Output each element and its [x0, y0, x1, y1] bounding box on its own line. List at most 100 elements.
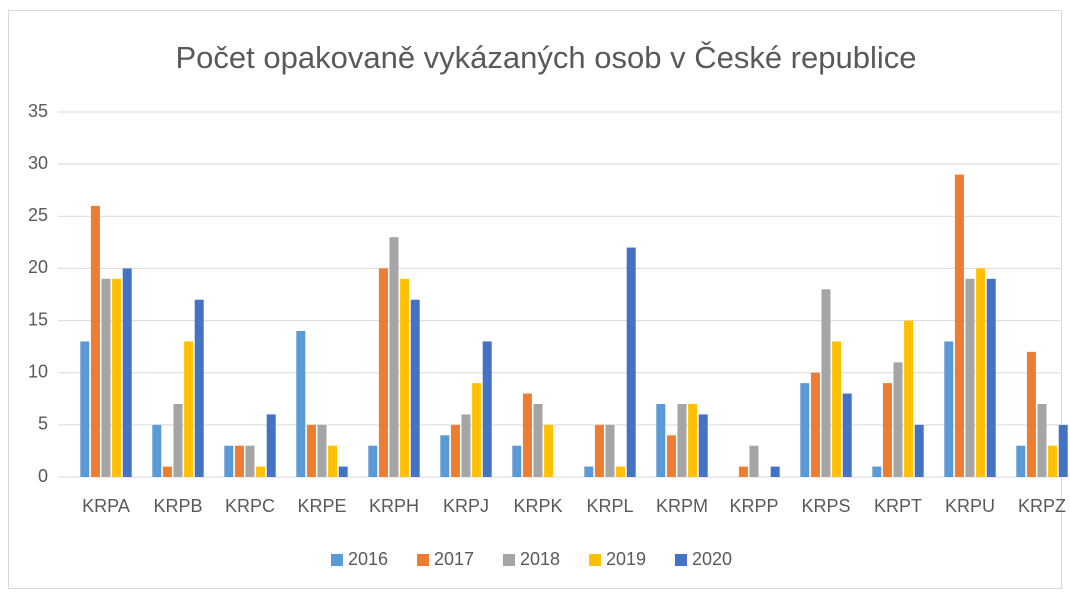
bar — [112, 278, 122, 477]
x-tick-label: KRPZ — [1018, 496, 1066, 516]
bar — [80, 341, 90, 477]
legend-label: 2016 — [348, 549, 388, 569]
bar — [378, 268, 388, 477]
x-tick-label: KRPL — [586, 496, 633, 516]
x-tick-label: KRPS — [801, 496, 850, 516]
y-tick-label: 10 — [28, 361, 48, 381]
legend-label: 2019 — [606, 549, 646, 569]
bar — [122, 268, 132, 477]
bar — [328, 445, 338, 477]
bar — [461, 414, 471, 477]
bar — [400, 278, 410, 477]
bar — [522, 393, 532, 477]
x-tick-label: KRPA — [82, 496, 130, 516]
legend-label: 2020 — [692, 549, 732, 569]
bar — [256, 466, 266, 477]
bar — [656, 404, 666, 477]
x-tick-label: KRPT — [874, 496, 922, 516]
bar — [594, 424, 604, 477]
bar — [1037, 404, 1047, 477]
bar — [810, 372, 820, 477]
x-tick-label: KRPP — [729, 496, 778, 516]
y-tick-label: 0 — [38, 466, 48, 486]
legend-swatch — [503, 554, 515, 566]
chart-frame — [8, 10, 1062, 589]
bar — [749, 445, 759, 477]
bar — [738, 466, 748, 477]
bar — [800, 383, 810, 477]
y-tick-label: 25 — [28, 205, 48, 225]
bar — [544, 424, 554, 477]
y-tick-label: 15 — [28, 309, 48, 329]
bar — [770, 466, 780, 477]
bar — [306, 424, 316, 477]
bar — [872, 466, 882, 477]
bar — [954, 174, 964, 478]
bar — [224, 445, 234, 477]
legend-label: 2018 — [520, 549, 560, 569]
bar — [450, 424, 460, 477]
bar — [389, 237, 399, 477]
bar — [1058, 424, 1068, 477]
y-tick-label: 35 — [28, 101, 48, 121]
bar — [616, 466, 626, 477]
x-tick-label: KRPU — [945, 496, 995, 516]
bar — [90, 205, 100, 477]
bar — [965, 278, 975, 477]
bar — [584, 466, 594, 477]
bar — [1016, 445, 1026, 477]
bar — [882, 383, 892, 477]
x-tick-label: KRPJ — [443, 496, 489, 516]
bar — [472, 383, 482, 477]
bar — [245, 445, 255, 477]
x-tick-label: KRPB — [153, 496, 202, 516]
bar — [944, 341, 954, 477]
legend-label: 2017 — [434, 549, 474, 569]
bar — [173, 404, 183, 477]
bar — [234, 445, 244, 477]
legend-swatch — [675, 554, 687, 566]
bar — [338, 466, 348, 477]
bar — [512, 445, 522, 477]
legend-swatch — [417, 554, 429, 566]
bar — [698, 414, 708, 477]
bar — [904, 320, 914, 477]
bar — [1048, 445, 1058, 477]
bar — [101, 278, 111, 477]
x-tick-label: KRPC — [225, 496, 275, 516]
bar — [317, 424, 327, 477]
bar — [666, 435, 676, 477]
bar — [914, 424, 924, 477]
bar — [986, 278, 996, 477]
bar — [194, 299, 204, 477]
bar — [976, 268, 986, 477]
bar — [893, 362, 903, 477]
bar — [368, 445, 378, 477]
y-tick-label: 20 — [28, 257, 48, 277]
x-tick-label: KRPH — [369, 496, 419, 516]
bar — [677, 404, 687, 477]
x-tick-label: KRPK — [513, 496, 562, 516]
bar — [1026, 351, 1036, 477]
bar — [162, 466, 172, 477]
bar — [626, 247, 636, 477]
bar — [482, 341, 492, 477]
bar — [842, 393, 852, 477]
bar — [152, 424, 162, 477]
y-tick-label: 30 — [28, 153, 48, 173]
legend-swatch — [589, 554, 601, 566]
bar — [821, 289, 831, 477]
bar — [533, 404, 543, 477]
bar — [605, 424, 615, 477]
bar — [440, 435, 450, 477]
bar — [832, 341, 842, 477]
chart-title: Počet opakovaně vykázaných osob v České … — [176, 40, 917, 75]
bar — [184, 341, 194, 477]
legend-swatch — [331, 554, 343, 566]
bar — [266, 414, 276, 477]
x-tick-label: KRPM — [656, 496, 708, 516]
bar — [296, 331, 306, 477]
y-tick-label: 5 — [38, 414, 48, 434]
